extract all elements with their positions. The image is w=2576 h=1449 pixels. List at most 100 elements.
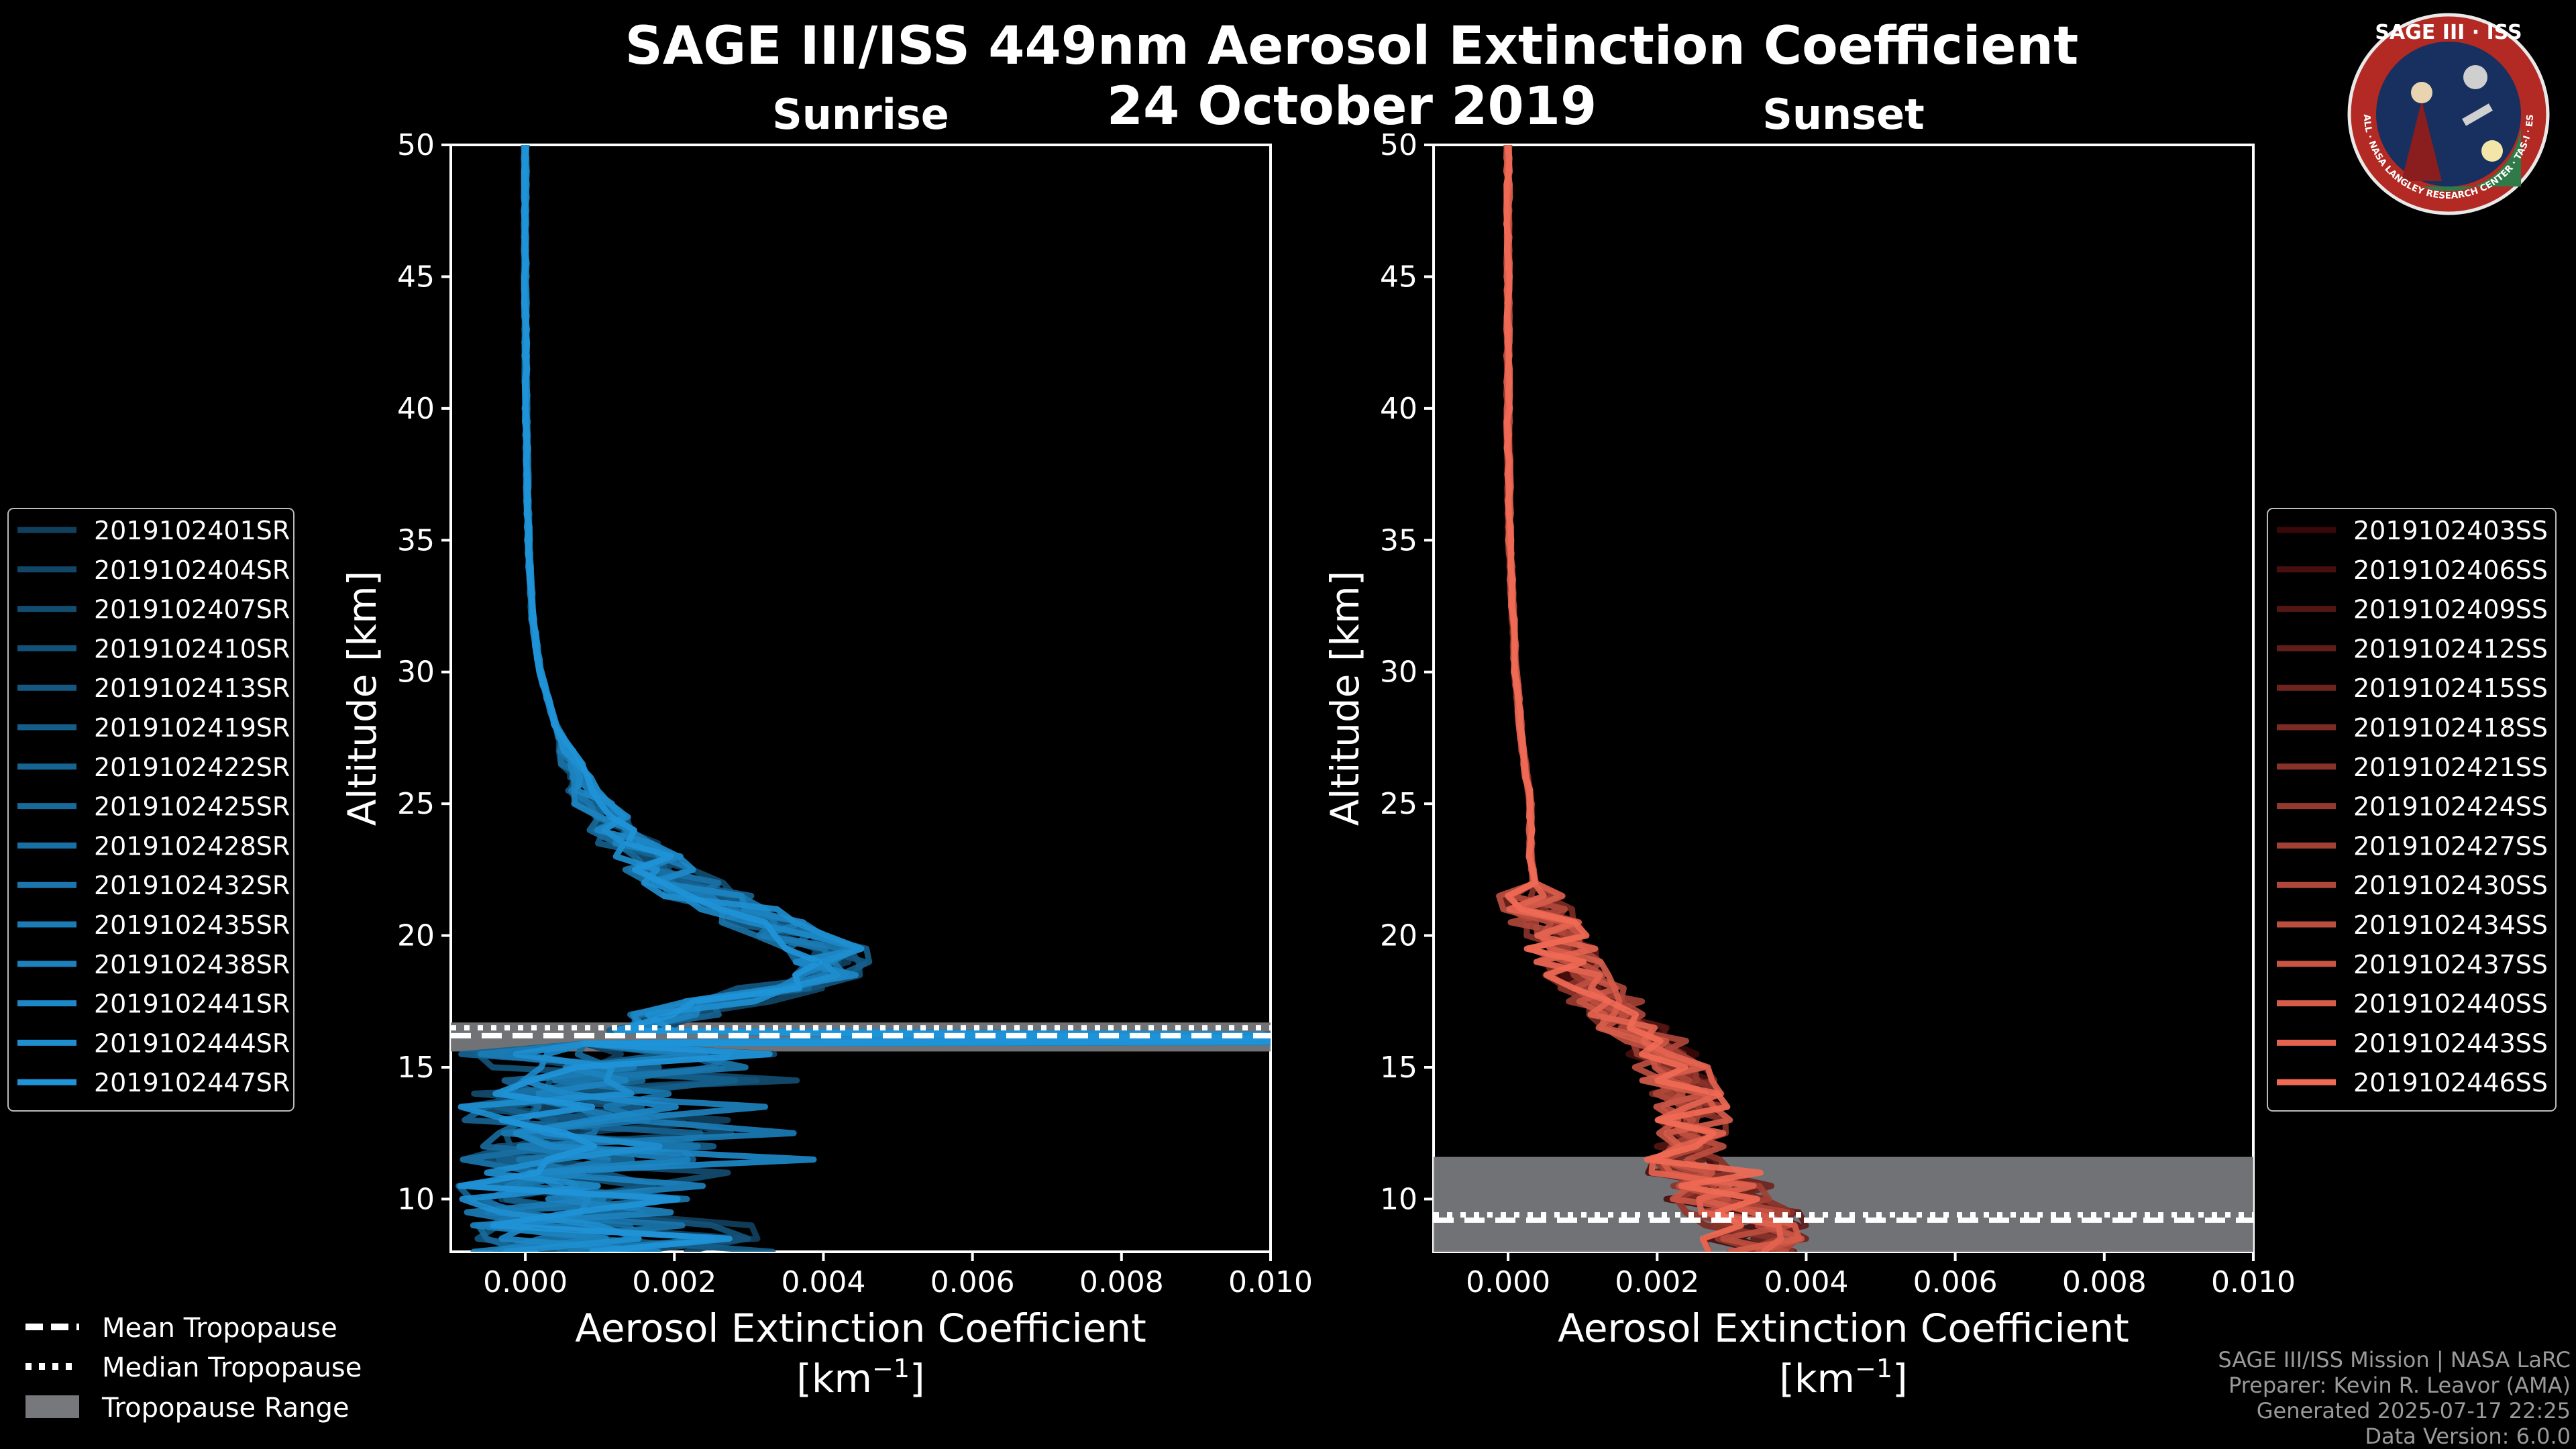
sunrise-y-tick-label: 40 bbox=[397, 392, 435, 426]
sunset-y-tick-label: 25 bbox=[1380, 787, 1417, 821]
sunset-x-unit-base: [km bbox=[1779, 1356, 1855, 1401]
legend-label-2019102419SR: 2019102419SR bbox=[94, 713, 290, 743]
sunrise-x-axis-unit: [km−1] bbox=[796, 1354, 924, 1401]
sunset-x-unit-exp: −1 bbox=[1855, 1354, 1892, 1383]
figure-title-line1: SAGE III/ISS 449nm Aerosol Extinction Co… bbox=[625, 16, 2079, 76]
legend-label-2019102441SR: 2019102441SR bbox=[94, 989, 290, 1019]
sunset-title: Sunset bbox=[1762, 90, 1925, 139]
sunrise-x-tick-label: 0.008 bbox=[1079, 1265, 1164, 1299]
legend-label-2019102406SS: 2019102406SS bbox=[2353, 555, 2548, 585]
sunset-y-tick-label: 20 bbox=[1380, 919, 1417, 953]
sunrise-y-axis-label: Altitude [km] bbox=[339, 571, 385, 826]
sunset-legend: 2019102403SS 2019102406SS 2019102409SS 2019… bbox=[2267, 508, 2557, 1112]
sunrise-x-unit-exp: −1 bbox=[872, 1354, 910, 1383]
sunrise-x-unit-close: ] bbox=[910, 1356, 925, 1401]
credit-data-version: Data Version: 6.0.0 bbox=[2365, 1424, 2571, 1449]
legend-label-2019102434SS: 2019102434SS bbox=[2353, 910, 2548, 940]
sunrise-y-tick-label: 45 bbox=[397, 260, 435, 294]
sunset-y-axis-label: Altitude [km] bbox=[1322, 571, 1368, 826]
legend-label-2019102424SS: 2019102424SS bbox=[2353, 792, 2548, 822]
legend-label-2019102446SS: 2019102446SS bbox=[2353, 1068, 2548, 1097]
legend-label-2019102425SR: 2019102425SR bbox=[94, 792, 290, 822]
sunset-y-tick-label: 15 bbox=[1380, 1051, 1417, 1085]
legend-label-2019102430SS: 2019102430SS bbox=[2353, 871, 2548, 900]
sunrise-x-tick-label: 0.004 bbox=[781, 1265, 865, 1299]
tropopause-range-swatch bbox=[25, 1395, 79, 1418]
legend-label-2019102437SS: 2019102437SS bbox=[2353, 950, 2548, 979]
logo-figure-robe bbox=[2402, 101, 2442, 181]
legend-label-2019102407SR: 2019102407SR bbox=[94, 595, 290, 625]
sunrise-x-axis-label: Aerosol Extinction Coefficient bbox=[575, 1305, 1146, 1351]
sunrise-title: Sunrise bbox=[772, 90, 949, 139]
sunset-x-tick-label: 0.008 bbox=[2062, 1265, 2147, 1299]
legend-label-2019102438SR: 2019102438SR bbox=[94, 950, 290, 979]
credit-preparer: Preparer: Kevin R. Leavor (AMA) bbox=[2229, 1373, 2571, 1398]
legend-label-2019102427SS: 2019102427SS bbox=[2353, 831, 2548, 861]
sunrise-y-tick-label: 30 bbox=[397, 655, 435, 690]
legend-label-2019102401SR: 2019102401SR bbox=[94, 516, 290, 545]
sunset-panel: 0.000 0.002 0.004 0.006 0.008 0.010 10 15 20 25 30… bbox=[1322, 90, 2296, 1401]
legend-label-2019102413SR: 2019102413SR bbox=[94, 674, 290, 703]
series-line-2019102447SR bbox=[457, 145, 1271, 1252]
legend-label-2019102435SR: 2019102435SR bbox=[94, 910, 290, 940]
sunset-tropopause-range bbox=[1434, 1157, 2253, 1252]
sunset-plot-frame bbox=[1432, 144, 2255, 1253]
legend-label-2019102412SS: 2019102412SS bbox=[2353, 634, 2548, 663]
legend-label-2019102415SS: 2019102415SS bbox=[2353, 674, 2548, 703]
legend-label-2019102440SS: 2019102440SS bbox=[2353, 989, 2548, 1019]
sunset-y-tick-label: 30 bbox=[1380, 655, 1417, 690]
logo-figure-head bbox=[2411, 82, 2432, 103]
legend-label-2019102432SR: 2019102432SR bbox=[94, 871, 290, 900]
sunrise-y-tick-label: 10 bbox=[397, 1182, 435, 1216]
legend-label-2019102403SS: 2019102403SS bbox=[2353, 516, 2548, 545]
sunrise-legend-box bbox=[7, 508, 294, 1112]
sunrise-x-tick-label: 0.000 bbox=[483, 1265, 568, 1299]
sunset-legend-box bbox=[2267, 508, 2557, 1112]
sunrise-x-unit-base: [km bbox=[796, 1356, 872, 1401]
legend-label-2019102447SR: 2019102447SR bbox=[94, 1068, 290, 1097]
sunrise-x-tick-label: 0.002 bbox=[632, 1265, 716, 1299]
series-line-2019102446SS bbox=[1503, 145, 1764, 1252]
sunset-y-tick-label: 50 bbox=[1380, 128, 1417, 162]
sunset-x-axis-unit: [km−1] bbox=[1779, 1354, 1907, 1401]
logo-earth-limb bbox=[2422, 127, 2521, 192]
tropopause-legend: Mean Tropopause Median Tropopause Tropop… bbox=[25, 1313, 362, 1424]
logo-sun bbox=[2481, 140, 2503, 162]
figure-title-line2: 24 October 2019 bbox=[1107, 76, 1597, 137]
sunrise-y-tick-label: 35 bbox=[397, 523, 435, 557]
sunrise-x-tick-label: 0.010 bbox=[1228, 1265, 1313, 1299]
median-tropopause-label: Median Tropopause bbox=[102, 1352, 362, 1383]
legend-label-2019102443SS: 2019102443SS bbox=[2353, 1028, 2548, 1058]
sage-iii-iss-logo: SAGE III · ISS BALL · NASA LANGLEY RESEA… bbox=[2347, 13, 2550, 215]
logo-name: SAGE III · ISS bbox=[2375, 21, 2522, 44]
sunrise-y-tick-label: 25 bbox=[397, 787, 435, 821]
sunset-y-tick-label: 35 bbox=[1380, 523, 1417, 557]
sunrise-x-tick-label: 0.006 bbox=[930, 1265, 1015, 1299]
sunset-y-tick-label: 10 bbox=[1380, 1182, 1417, 1216]
sunset-x-tick-label: 0.006 bbox=[1913, 1265, 1998, 1299]
legend-label-2019102422SR: 2019102422SR bbox=[94, 753, 290, 782]
tropopause-range-label: Tropopause Range bbox=[101, 1393, 350, 1424]
legend-label-2019102410SR: 2019102410SR bbox=[94, 634, 290, 663]
sunrise-y-tick-label: 15 bbox=[397, 1051, 435, 1085]
sunset-x-tick-label: 0.000 bbox=[1466, 1265, 1550, 1299]
legend-label-2019102421SS: 2019102421SS bbox=[2353, 753, 2548, 782]
sunset-x-unit-close: ] bbox=[1892, 1356, 1908, 1401]
sunset-x-tick-label: 0.002 bbox=[1615, 1265, 1699, 1299]
sunrise-legend: 2019102401SR 2019102404SR 2019102407SR 2019… bbox=[7, 508, 294, 1112]
sunset-x-tick-label: 0.004 bbox=[1764, 1265, 1848, 1299]
sunrise-panel: 0.000 0.002 0.004 0.006 0.008 0.010 10 15 20 25 30… bbox=[339, 90, 1313, 1401]
credits: SAGE III/ISS Mission | NASA LaRC Prepare… bbox=[2218, 1347, 2571, 1449]
sunset-x-tick-label: 0.010 bbox=[2211, 1265, 2296, 1299]
sunset-y-tick-label: 45 bbox=[1380, 260, 1417, 294]
legend-label-2019102409SS: 2019102409SS bbox=[2353, 595, 2548, 625]
mean-tropopause-label: Mean Tropopause bbox=[102, 1313, 337, 1344]
legend-label-2019102444SR: 2019102444SR bbox=[94, 1028, 290, 1058]
legend-label-2019102404SR: 2019102404SR bbox=[94, 555, 290, 585]
logo-space-station bbox=[2462, 103, 2493, 126]
legend-label-2019102428SR: 2019102428SR bbox=[94, 831, 290, 861]
sunrise-y-tick-label: 50 bbox=[397, 128, 435, 162]
logo-moon bbox=[2463, 65, 2487, 89]
credit-generated: Generated 2025-07-17 22:25 bbox=[2257, 1398, 2571, 1424]
